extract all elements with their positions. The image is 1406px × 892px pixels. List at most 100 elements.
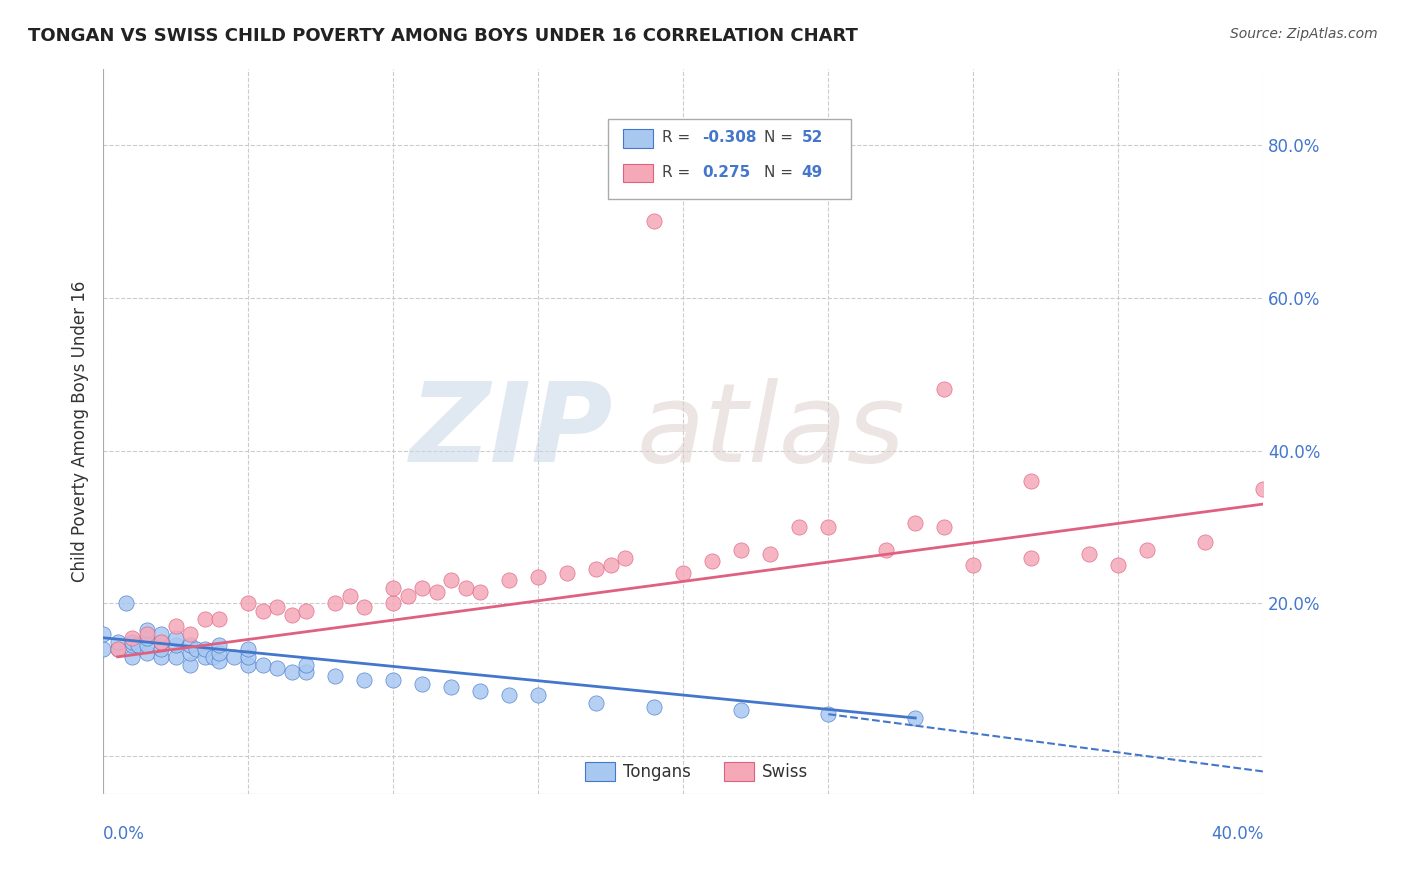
Text: 49: 49: [801, 165, 823, 180]
Point: [222, 649, 245, 664]
Point: [1136, 542, 1159, 557]
Text: TONGAN VS SWISS CHILD POVERTY AMONG BOYS UNDER 16 CORRELATION CHART: TONGAN VS SWISS CHILD POVERTY AMONG BOYS…: [28, 27, 858, 45]
Point: [179, 627, 201, 641]
Point: [135, 627, 157, 641]
Point: [339, 589, 361, 603]
Point: [236, 657, 259, 672]
Point: [1107, 558, 1129, 573]
Point: [353, 600, 375, 615]
Point: [470, 684, 492, 698]
Point: [643, 214, 665, 228]
Point: [454, 581, 477, 595]
Point: [295, 604, 318, 618]
Point: [411, 581, 433, 595]
Text: 52: 52: [801, 130, 823, 145]
Point: [817, 520, 839, 534]
FancyBboxPatch shape: [623, 128, 652, 148]
Point: [702, 554, 724, 568]
Point: [295, 657, 318, 672]
Point: [643, 699, 665, 714]
Point: [252, 657, 274, 672]
Point: [179, 657, 201, 672]
Point: [1253, 482, 1275, 496]
Point: [382, 596, 405, 610]
Point: [353, 673, 375, 687]
Point: [875, 542, 897, 557]
Point: [91, 642, 114, 657]
Point: [280, 665, 302, 680]
Point: [904, 516, 927, 530]
Point: [585, 562, 607, 576]
Point: [1194, 535, 1216, 549]
Point: [236, 596, 259, 610]
Text: R =: R =: [662, 165, 696, 180]
Point: [585, 696, 607, 710]
Point: [135, 639, 157, 653]
Point: [252, 604, 274, 618]
Point: [787, 520, 810, 534]
Point: [127, 639, 149, 653]
Point: [382, 581, 405, 595]
Point: [179, 639, 201, 653]
Point: [202, 649, 225, 664]
Point: [295, 665, 318, 680]
Text: atlas: atlas: [637, 378, 905, 485]
FancyBboxPatch shape: [724, 763, 754, 781]
Point: [135, 631, 157, 645]
Point: [121, 649, 143, 664]
Point: [208, 639, 231, 653]
Point: [107, 642, 129, 657]
Point: [1078, 547, 1101, 561]
Point: [150, 627, 173, 641]
Point: [527, 688, 550, 702]
Point: [1019, 474, 1042, 488]
Text: N =: N =: [765, 165, 799, 180]
Text: R =: R =: [662, 130, 696, 145]
Point: [135, 623, 157, 637]
Point: [555, 566, 578, 580]
Text: -0.308: -0.308: [702, 130, 756, 145]
Point: [208, 612, 231, 626]
Point: [135, 646, 157, 660]
Point: [672, 566, 695, 580]
Point: [934, 383, 956, 397]
Text: ZIP: ZIP: [411, 378, 613, 485]
Point: [107, 634, 129, 648]
Point: [817, 707, 839, 722]
Point: [440, 574, 463, 588]
Point: [165, 639, 187, 653]
Point: [730, 703, 752, 717]
Point: [904, 711, 927, 725]
Point: [179, 646, 201, 660]
Point: [759, 547, 782, 561]
Point: [470, 585, 492, 599]
Text: 0.275: 0.275: [702, 165, 749, 180]
Text: Tongans: Tongans: [623, 763, 690, 780]
Point: [184, 642, 207, 657]
Point: [165, 619, 187, 633]
Text: N =: N =: [765, 130, 799, 145]
Point: [121, 634, 143, 648]
Point: [208, 654, 231, 668]
Point: [730, 542, 752, 557]
Point: [150, 642, 173, 657]
Point: [934, 520, 956, 534]
Text: 0.0%: 0.0%: [103, 825, 145, 843]
Point: [115, 596, 138, 610]
Point: [165, 631, 187, 645]
Point: [236, 642, 259, 657]
Point: [194, 612, 217, 626]
Point: [323, 669, 346, 683]
Point: [266, 661, 288, 675]
Point: [498, 574, 520, 588]
Point: [107, 642, 129, 657]
Point: [396, 589, 419, 603]
Point: [165, 649, 187, 664]
Point: [121, 639, 143, 653]
Point: [91, 627, 114, 641]
Point: [426, 585, 449, 599]
Point: [599, 558, 621, 573]
Point: [150, 649, 173, 664]
Text: Source: ZipAtlas.com: Source: ZipAtlas.com: [1230, 27, 1378, 41]
Point: [208, 646, 231, 660]
